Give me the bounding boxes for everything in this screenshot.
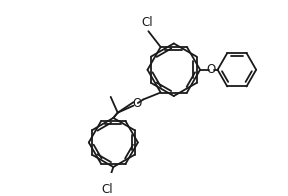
Text: O: O xyxy=(207,63,216,76)
Text: Cl: Cl xyxy=(142,15,153,29)
Text: O: O xyxy=(132,97,142,110)
Text: Cl: Cl xyxy=(101,183,113,196)
